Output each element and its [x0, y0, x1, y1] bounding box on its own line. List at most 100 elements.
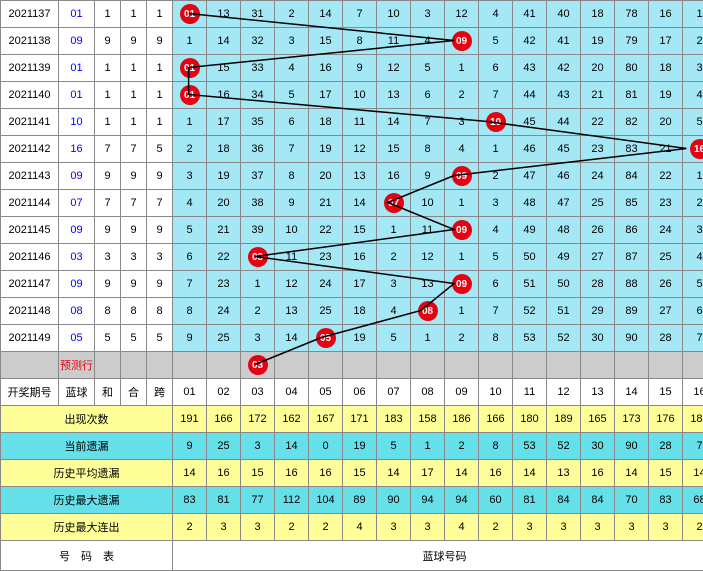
stat-cell: 186 — [445, 406, 479, 433]
kua-cell: 1 — [147, 55, 173, 82]
stat-cell: 14 — [173, 460, 207, 487]
stat-cell: 4 — [343, 514, 377, 541]
data-row: 2021139 01 1 1 1011533416912516434220801… — [1, 55, 703, 82]
trend-cell: 16 — [343, 244, 377, 271]
stat-cell: 3 — [207, 514, 241, 541]
stat-cell: 89 — [343, 487, 377, 514]
stat-cell: 52 — [547, 433, 581, 460]
data-row: 2021142 16 7 7 5218367191215841464523832… — [1, 136, 703, 163]
stat-cell: 180 — [513, 406, 547, 433]
trend-cell: 21 — [649, 136, 683, 163]
trend-cell: 5 — [377, 325, 411, 352]
trend-cell: 52 — [547, 325, 581, 352]
trend-cell: 4 — [683, 244, 703, 271]
red-ball: 08 — [418, 301, 438, 321]
trend-cell: 27 — [581, 244, 615, 271]
kua-cell: 8 — [147, 298, 173, 325]
trend-cell: 31 — [241, 1, 275, 28]
data-row: 2021141 10 1 1 1117356181114731045442282… — [1, 109, 703, 136]
trend-cell: 19 — [343, 325, 377, 352]
blueball-cell: 09 — [59, 163, 95, 190]
period-cell: 2021149 — [1, 325, 59, 352]
trend-cell: 16 — [309, 55, 343, 82]
trend-cell: 10 — [411, 190, 445, 217]
blueball-cell: 08 — [59, 298, 95, 325]
stat-row: 当前遗漏925314019512853523090287 — [1, 433, 703, 460]
stat-cell: 166 — [479, 406, 513, 433]
trend-cell: 42 — [513, 28, 547, 55]
predict-cell — [207, 352, 241, 379]
stat-cell: 7 — [683, 433, 703, 460]
stat-cell: 112 — [275, 487, 309, 514]
predict-cell — [173, 352, 207, 379]
predict-cell — [411, 352, 445, 379]
hdr-period: 开奖期号 — [1, 379, 59, 406]
trend-cell: 24 — [207, 298, 241, 325]
stat-label: 历史最大遗漏 — [1, 487, 173, 514]
trend-cell: 43 — [547, 82, 581, 109]
ge-cell: 1 — [121, 55, 147, 82]
red-ball: 09 — [452, 220, 472, 240]
trend-cell: 23 — [581, 136, 615, 163]
trend-cell: 19 — [649, 82, 683, 109]
blueball-cell: 10 — [59, 109, 95, 136]
red-ball: 03 — [248, 355, 268, 375]
trend-cell: 36 — [241, 136, 275, 163]
trend-cell: 17 — [343, 271, 377, 298]
he-cell: 9 — [95, 28, 121, 55]
he-cell: 3 — [95, 244, 121, 271]
trend-cell: 1 — [445, 55, 479, 82]
data-row: 2021146 03 3 3 3622031123162121550492787… — [1, 244, 703, 271]
trend-cell: 1 — [445, 298, 479, 325]
trend-cell: 2 — [275, 1, 309, 28]
period-cell: 2021146 — [1, 244, 59, 271]
hdr-num: 05 — [309, 379, 343, 406]
trend-cell: 8 — [173, 298, 207, 325]
trend-cell: 90 — [615, 325, 649, 352]
trend-cell: 21 — [309, 190, 343, 217]
trend-cell: 19 — [207, 163, 241, 190]
stat-cell: 1 — [411, 433, 445, 460]
period-cell: 2021138 — [1, 28, 59, 55]
hdr-num: 06 — [343, 379, 377, 406]
period-cell: 2021139 — [1, 55, 59, 82]
trend-cell: 27 — [649, 298, 683, 325]
stat-cell: 3 — [241, 433, 275, 460]
stat-cell: 14 — [377, 460, 411, 487]
hdr-num: 13 — [581, 379, 615, 406]
trend-cell: 4 — [479, 217, 513, 244]
trend-cell: 2 — [173, 136, 207, 163]
he-cell: 7 — [95, 190, 121, 217]
blueball-cell: 09 — [59, 271, 95, 298]
ge-cell: 9 — [121, 163, 147, 190]
stat-cell: 94 — [445, 487, 479, 514]
predict-empty — [147, 352, 173, 379]
period-cell: 2021137 — [1, 1, 59, 28]
trend-cell: 09 — [445, 217, 479, 244]
trend-cell: 37 — [241, 163, 275, 190]
column-header-row: 开奖期号蓝球和合跨0102030405060708091011121314151… — [1, 379, 703, 406]
trend-cell: 44 — [547, 109, 581, 136]
stat-cell: 2 — [275, 514, 309, 541]
stat-cell: 2 — [479, 514, 513, 541]
trend-cell: 25 — [649, 244, 683, 271]
trend-cell: 7 — [275, 136, 309, 163]
stat-cell: 2 — [173, 514, 207, 541]
stat-cell: 16 — [207, 460, 241, 487]
trend-cell: 2 — [683, 190, 703, 217]
stat-cell: 90 — [615, 433, 649, 460]
trend-cell: 48 — [513, 190, 547, 217]
predict-cell — [343, 352, 377, 379]
trend-cell: 2 — [241, 298, 275, 325]
trend-cell: 14 — [343, 190, 377, 217]
trend-cell: 89 — [615, 298, 649, 325]
trend-cell: 40 — [547, 1, 581, 28]
ge-cell: 8 — [121, 298, 147, 325]
stat-cell: 81 — [513, 487, 547, 514]
period-cell: 2021140 — [1, 82, 59, 109]
predict-cell — [377, 352, 411, 379]
trend-cell: 1 — [241, 271, 275, 298]
trend-cell: 12 — [377, 55, 411, 82]
trend-cell: 18 — [343, 298, 377, 325]
trend-cell: 16 — [683, 136, 703, 163]
